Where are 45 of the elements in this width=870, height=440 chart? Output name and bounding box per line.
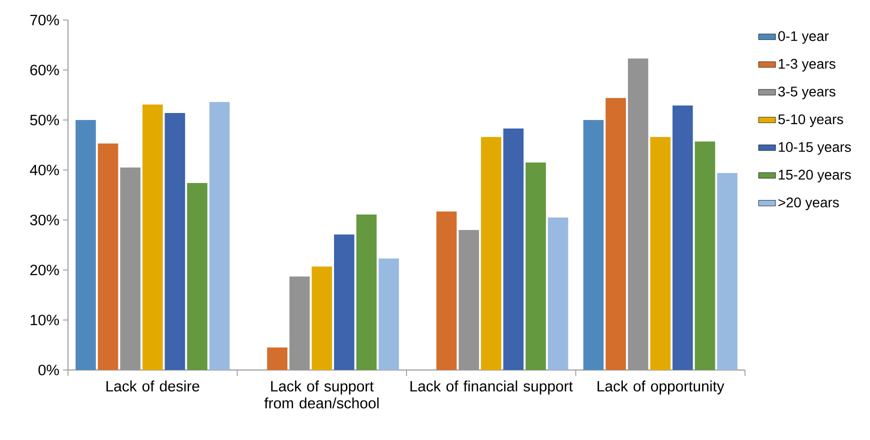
legend-label: >20 years (778, 197, 839, 210)
bar (98, 144, 118, 370)
x-tick-label: Lack of financial support (410, 380, 573, 394)
bar (503, 128, 524, 370)
bar (717, 173, 738, 370)
y-tick-label: 60% (30, 64, 59, 76)
legend-label: 10-15 years (778, 142, 851, 155)
bar (526, 162, 546, 370)
bar (164, 113, 186, 370)
y-tick-label: 50% (30, 114, 59, 126)
bar (694, 142, 716, 370)
y-tick-label: 30% (30, 214, 59, 226)
y-tick-label: 20% (30, 264, 59, 276)
bar (650, 137, 671, 370)
legend-label: 15-20 years (778, 170, 851, 182)
x-tick-label: Lack of desire (106, 380, 200, 392)
bar (120, 168, 140, 370)
y-tick-label: 40% (30, 164, 59, 176)
bar (436, 212, 457, 370)
bar (187, 183, 208, 370)
bar (209, 102, 230, 370)
y-tick-label: 70% (30, 14, 59, 26)
legend-label: 5-10 years (778, 114, 844, 127)
bar (548, 218, 568, 370)
bar (480, 137, 502, 370)
bar (356, 214, 377, 370)
y-tick-label: 10% (30, 314, 59, 326)
bar (606, 98, 626, 370)
x-tick-label: Lack of support from dean/school (264, 380, 379, 408)
bar (142, 104, 163, 370)
bar (378, 258, 399, 370)
bar (76, 120, 96, 370)
legend-label: 3-5 years (778, 86, 836, 100)
legend-label: 1-3 years (778, 58, 836, 72)
y-tick-label: 0% (38, 364, 59, 376)
bar (334, 234, 354, 370)
bar (458, 230, 479, 370)
bar (289, 276, 310, 370)
bar (267, 348, 288, 370)
bar (312, 266, 332, 370)
bar (672, 106, 693, 370)
bar (628, 58, 648, 370)
legend-label: 0-1 year (778, 31, 829, 44)
bar (583, 120, 604, 370)
x-tick-label: Lack of opportunity (598, 380, 724, 394)
